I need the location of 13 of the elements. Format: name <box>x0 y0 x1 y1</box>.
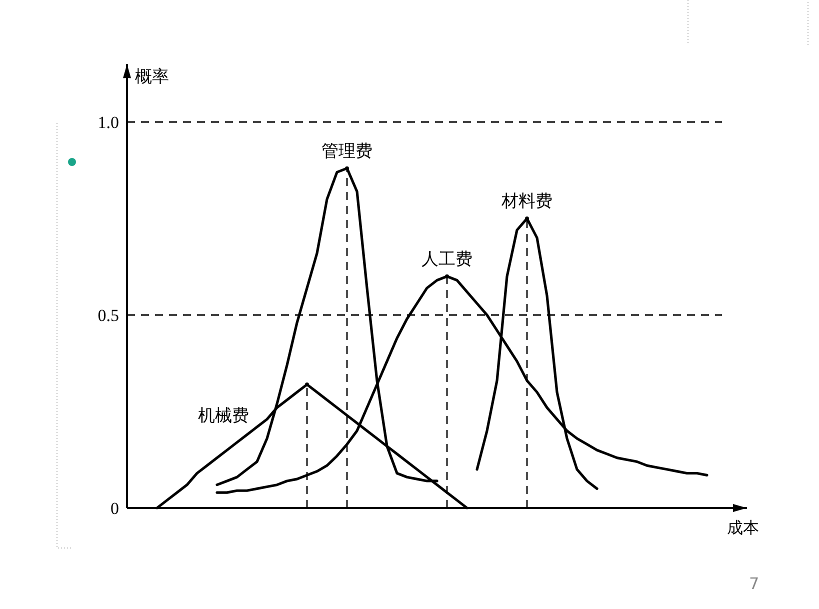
y-axis-title: 概率 <box>135 67 169 88</box>
series-label: 管理费 <box>322 141 372 162</box>
y-tick-label: 0 <box>110 498 119 518</box>
text: 7 <box>749 574 760 593</box>
x-axis-title: 成本 <box>727 518 759 537</box>
y-tick-label: 0.5 <box>98 306 119 325</box>
point <box>305 382 309 386</box>
series-label: 机械费 <box>198 406 249 426</box>
point <box>445 274 449 278</box>
series-label: 人工费 <box>422 249 472 270</box>
y-tick-label: 1.0 <box>98 112 119 132</box>
series-label: 材料费 <box>500 192 552 212</box>
point <box>345 166 349 170</box>
